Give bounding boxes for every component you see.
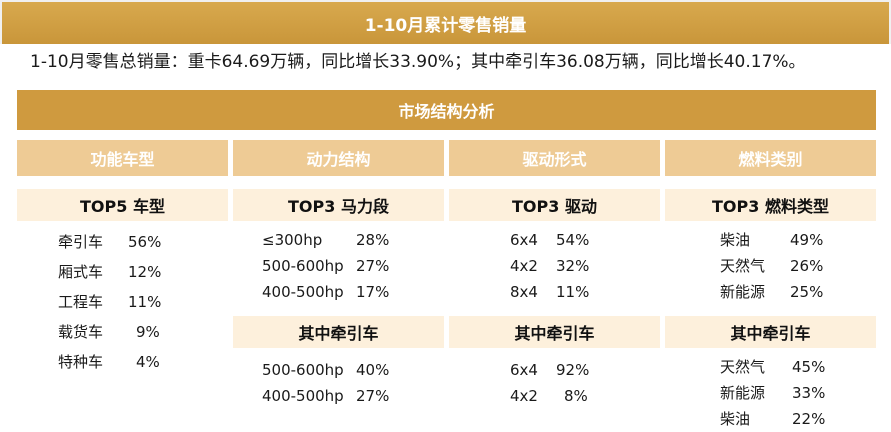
list-item: 8x4 11% (510, 283, 590, 301)
list-item: 柴油 49% (720, 231, 824, 249)
block-title: 其中牵引车 (233, 316, 444, 348)
block-title: TOP3 燃料类型 (665, 189, 876, 221)
block-title: 其中牵引车 (665, 316, 876, 348)
column-power-structure: 动力结构 (233, 140, 444, 176)
block-title: 其中牵引车 (449, 316, 660, 348)
block-title: TOP5 车型 (17, 189, 228, 221)
list-item: 500-600hp 27% (262, 257, 390, 275)
list-item: ≤300hp 28% (262, 231, 390, 249)
section-title: 市场结构分析 (17, 90, 876, 130)
column-drive-form: 驱动形式 (449, 140, 660, 176)
list-item: 新能源 25% (720, 283, 824, 301)
column-header: 燃料类别 (665, 140, 876, 176)
list-item: 工程车 11% (58, 293, 162, 311)
list-item: 特种车 4% (58, 353, 160, 371)
column-function-type: 功能车型 (17, 140, 228, 176)
block-title: TOP3 马力段 (233, 189, 444, 221)
list-item: 新能源 33% (720, 384, 826, 402)
list-item: 载货车 9% (58, 323, 160, 341)
banner-title: 1-10月累计零售销量 (2, 2, 889, 44)
list-item: 柴油 22% (720, 410, 826, 428)
summary-text: 1-10月零售总销量：重卡64.69万辆，同比增长33.90%；其中牵引车36.… (30, 52, 806, 72)
title-banner: 1-10月累计零售销量 (0, 0, 891, 44)
block-title: TOP3 驱动 (449, 189, 660, 221)
column-fuel-category: 燃料类别 (665, 140, 876, 176)
list-item: 6x4 92% (510, 361, 590, 379)
column-header: 驱动形式 (449, 140, 660, 176)
list-item: 厢式车 12% (58, 263, 162, 281)
list-item: 天然气 45% (720, 358, 826, 376)
list-item: 4x2 8% (510, 387, 588, 405)
list-item: 牵引车 56% (58, 233, 162, 251)
list-item: 4x2 32% (510, 257, 590, 275)
list-item: 400-500hp 27% (262, 387, 390, 405)
list-item: 400-500hp 17% (262, 283, 390, 301)
column-header: 动力结构 (233, 140, 444, 176)
column-header: 功能车型 (17, 140, 228, 176)
list-item: 500-600hp 40% (262, 361, 390, 379)
list-item: 天然气 26% (720, 257, 824, 275)
list-item: 6x4 54% (510, 231, 590, 249)
